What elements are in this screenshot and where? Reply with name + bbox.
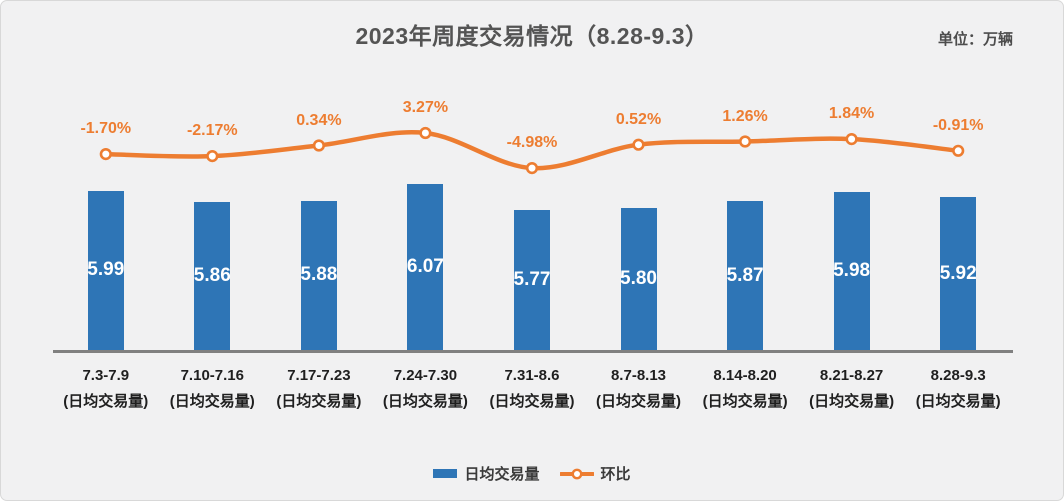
x-axis-label-range: 7.3-7.9 — [82, 367, 130, 384]
x-axis-label-sub: (日均交易量) — [382, 393, 468, 411]
x-axis-label-range: 7.17-7.23 — [287, 367, 351, 384]
line-marker-icon — [99, 148, 112, 161]
line-marker-icon — [632, 138, 645, 151]
line-marker-swatch-icon — [559, 468, 594, 479]
bar-8.7-8.13: 5.80 — [620, 207, 657, 350]
line-marker-icon — [312, 139, 326, 152]
bar-7.17-7.23: 5.88 — [300, 200, 337, 350]
x-axis-label: 7.17-7.23 (日均交易量) — [254, 363, 384, 416]
bar-value-label: 5.77 — [513, 269, 551, 291]
pct-label: -1.70% — [80, 120, 132, 138]
x-axis-label-sub: (日均交易量) — [915, 393, 1001, 411]
bar-value-label: 5.86 — [193, 265, 231, 287]
line-marker-icon — [525, 162, 539, 175]
x-axis-label-range: 7.10-7.16 — [180, 367, 244, 384]
x-axis-label-sub: (日均交易量) — [702, 393, 788, 411]
x-axis-label-sub: (日均交易量) — [809, 393, 895, 411]
bar-8.14-8.20: 5.87 — [727, 201, 764, 350]
line-marker-icon — [845, 133, 858, 146]
pct-label: -2.17% — [186, 122, 238, 140]
bar-8.21-8.27: 5.98 — [833, 191, 870, 350]
bar-8.28-9.3: 5.92 — [940, 197, 977, 350]
x-axis-label-sub: (日均交易量) — [489, 393, 575, 411]
x-axis-label: 7.24-7.30 (日均交易量) — [360, 363, 490, 416]
bar-7.3-7.9: 5.99 — [87, 190, 124, 350]
x-axis-line — [53, 350, 1013, 353]
legend-bar-label: 日均交易量 — [464, 466, 540, 483]
chart-legend: 日均交易量 环比 — [1, 463, 1063, 484]
x-axis-label-range: 8.28-9.3 — [930, 367, 986, 384]
x-axis-label: 7.3-7.9 (日均交易量) — [41, 363, 171, 416]
legend-item-line-series: 环比 — [559, 463, 631, 484]
bar-value-label: 5.98 — [833, 259, 871, 281]
legend-item-bar-series: 日均交易量 — [433, 463, 540, 484]
x-axis-label-range: 8.7-8.13 — [610, 367, 667, 384]
line-marker-icon — [419, 126, 432, 140]
legend-line-label: 环比 — [600, 466, 631, 483]
pct-label: 0.52% — [615, 110, 662, 128]
line-marker-icon — [206, 150, 219, 163]
unit-label: 单位：万辆 — [937, 31, 1013, 48]
bar-value-label: 5.87 — [726, 264, 764, 286]
x-axis-label-range: 7.24-7.30 — [393, 367, 458, 384]
bar-value-label: 5.99 — [87, 259, 125, 281]
bar-value-label: 5.92 — [939, 262, 977, 284]
pct-label: 1.84% — [828, 105, 875, 123]
x-axis-label: 8.28-9.3 (日均交易量) — [893, 363, 1023, 416]
x-axis-label-range: 7.31-8.6 — [504, 367, 560, 384]
bar-value-label: 5.88 — [300, 264, 338, 286]
x-axis-label-sub: (日均交易量) — [276, 393, 362, 411]
x-axis-label-sub: (日均交易量) — [169, 393, 255, 411]
x-axis-label-sub: (日均交易量) — [596, 393, 681, 411]
bar-swatch-icon — [433, 469, 458, 478]
x-axis-label-sub: (日均交易量) — [63, 393, 149, 411]
pct-label: -0.91% — [932, 116, 984, 134]
x-axis-label: 8.7-8.13 (日均交易量) — [574, 363, 704, 416]
line-marker-icon — [738, 135, 752, 148]
bar-7.10-7.16: 5.86 — [194, 202, 231, 350]
line-marker-icon — [952, 144, 965, 157]
x-axis-label: 8.21-8.27 (日均交易量) — [787, 363, 917, 416]
bar-7.31-8.6: 5.77 — [514, 210, 550, 350]
pct-label: 3.27% — [402, 99, 449, 116]
x-axis-label-range: 8.14-8.20 — [713, 367, 777, 384]
pct-label: 0.34% — [296, 111, 342, 129]
pct-label: 1.26% — [722, 107, 768, 125]
x-axis-label: 7.10-7.16 (日均交易量) — [147, 363, 277, 416]
pct-label: -4.98% — [506, 134, 558, 152]
x-axis-label: 7.31-8.6 (日均交易量) — [467, 363, 597, 416]
x-axis-label: 8.14-8.20 (日均交易量) — [680, 363, 810, 416]
x-axis-label-range: 8.21-8.27 — [819, 367, 884, 384]
bar-value-label: 5.80 — [620, 267, 657, 289]
bar-value-label: 6.07 — [406, 255, 444, 277]
bar-7.24-7.30: 6.07 — [407, 183, 444, 350]
chart-title: 2023年周度交易情况（8.28-9.3） — [355, 23, 709, 49]
